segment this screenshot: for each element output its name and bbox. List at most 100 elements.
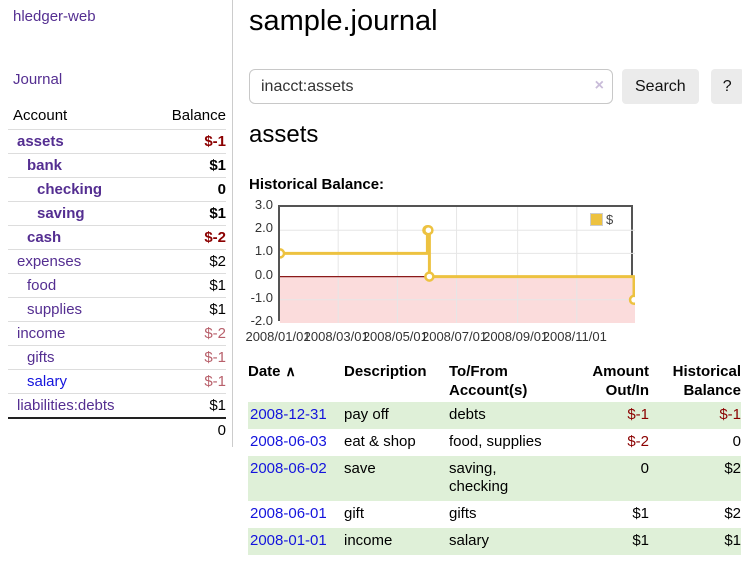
y-axis-tick-label: 2.0 [248, 220, 273, 235]
journal-link[interactable]: Journal [13, 71, 62, 88]
x-axis-tick-label: 2008/03/01 [304, 329, 369, 344]
chart-title: Historical Balance: [249, 176, 384, 193]
account-row: assets $-1 [8, 130, 226, 154]
account-balance: $2 [152, 250, 226, 274]
x-axis-tick-label: 2008/01/01 [245, 329, 310, 344]
account-link[interactable]: salary [8, 373, 67, 390]
legend-series-label: $ [606, 212, 613, 227]
search-input[interactable] [249, 69, 613, 104]
account-link[interactable]: income [8, 325, 65, 342]
account-balance: $-1 [152, 130, 226, 154]
register-row: 2008-06-02savesaving, checking0$2 [248, 456, 741, 501]
transaction-description: pay off [344, 402, 449, 429]
legend-series-swatch [590, 213, 603, 226]
sort-ascending-icon: ∧ [286, 363, 296, 379]
account-link[interactable]: expenses [8, 253, 81, 270]
accounts-header: Account [8, 104, 152, 130]
accounts-total-value: 0 [152, 418, 226, 442]
y-axis-tick-label: -2.0 [248, 313, 273, 328]
accounts-rows: assets$-1bank$1checking0saving$1cash$-2e… [8, 130, 226, 419]
y-axis-tick-label: 3.0 [248, 197, 273, 212]
search-button[interactable]: Search [622, 69, 699, 104]
register-row: 2008-12-31pay offdebts$-1$-1 [248, 402, 741, 429]
account-row: salary $-1 [8, 370, 226, 394]
accounts-total-row: 0 [8, 418, 226, 442]
accounts-balance-table: Account Balance assets$-1bank$1checking0… [8, 104, 226, 442]
account-link[interactable]: assets [8, 133, 64, 150]
account-row: supplies$1 [8, 298, 226, 322]
chart-legend: $ [588, 211, 615, 228]
account-balance: $1 [152, 394, 226, 419]
transaction-balance: $2 [649, 501, 741, 528]
register-row: 2008-01-01incomesalary$1$1 [248, 528, 741, 555]
register-column-header: Description [344, 360, 449, 402]
help-button[interactable]: ? [711, 69, 742, 104]
account-link[interactable]: supplies [8, 301, 82, 318]
y-axis-tick-label: 1.0 [248, 243, 273, 258]
account-row: saving $1 [8, 202, 226, 226]
register-column-header: Historical Balance [649, 360, 741, 402]
account-link[interactable]: liabilities:debts [8, 397, 115, 414]
transaction-accounts: debts [449, 402, 579, 429]
account-balance: 0 [152, 178, 226, 202]
app-title-link[interactable]: hledger-web [13, 8, 96, 25]
account-balance: $-2 [152, 226, 226, 250]
account-link[interactable]: gifts [8, 349, 55, 366]
account-balance: $1 [152, 274, 226, 298]
transaction-date-link[interactable]: 2008-06-01 [250, 505, 327, 522]
transaction-balance: $2 [649, 456, 741, 501]
account-link[interactable]: checking [8, 181, 102, 198]
account-balance: $1 [152, 202, 226, 226]
clear-search-icon[interactable]: × [595, 77, 604, 95]
chart-data-point [424, 226, 432, 234]
chart-data-point [280, 249, 284, 257]
register-rows: 2008-12-31pay offdebts$-1$-12008-06-03ea… [248, 402, 741, 555]
transaction-date-link[interactable]: 2008-06-02 [250, 460, 327, 477]
balance-header: Balance [152, 104, 226, 130]
page-title: sample.journal [249, 3, 438, 39]
x-axis-tick-label: 2008/09/01 [483, 329, 548, 344]
account-row: food $1 [8, 274, 226, 298]
transaction-amount: $-1 [579, 402, 649, 429]
register-row: 2008-06-03 eat & shopfood, supplies$-20 [248, 429, 741, 456]
transaction-description: save [344, 456, 449, 501]
account-balance: $-1 [152, 346, 226, 370]
y-axis-tick-label: -1.0 [248, 290, 273, 305]
transaction-amount: $1 [579, 528, 649, 555]
transaction-description: eat & shop [344, 429, 449, 456]
transaction-date-link[interactable]: 2008-06-03 [250, 433, 327, 450]
transaction-accounts: gifts [449, 501, 579, 528]
transaction-balance: 0 [649, 429, 741, 456]
transaction-amount: $-2 [579, 429, 649, 456]
account-row: gifts $-1 [8, 346, 226, 370]
account-row: bank$1 [8, 154, 226, 178]
chart-plot-area [278, 205, 633, 321]
account-row: income $-2 [8, 322, 226, 346]
account-balance: $-1 [152, 370, 226, 394]
register-column-header[interactable]: Date∧ [248, 360, 344, 402]
historical-balance-chart: 3.0 2.0 1.0 0.0 -1.0 -2.02008/01/012008/03/01… [248, 200, 688, 348]
transaction-accounts: saving, checking [449, 456, 579, 501]
register-column-header: To/From Account(s) [449, 360, 579, 402]
register-header-row: Date∧DescriptionTo/From Account(s)Amount… [248, 360, 741, 402]
transaction-balance: $1 [649, 528, 741, 555]
main-content: sample.journal × Search ? assets Histori… [248, 0, 742, 582]
transaction-date-link[interactable]: 2008-01-01 [250, 532, 327, 549]
register-row: 2008-06-01giftgifts$1$2 [248, 501, 741, 528]
account-link[interactable]: food [8, 277, 56, 294]
account-link[interactable]: cash [8, 229, 61, 246]
y-axis-tick-label: 0.0 [248, 267, 273, 282]
transaction-date-link[interactable]: 2008-12-31 [250, 406, 327, 423]
account-row: expenses $2 [8, 250, 226, 274]
transaction-description: income [344, 528, 449, 555]
sidebar: hledger-web Journal Account Balance asse… [0, 0, 232, 582]
transaction-balance: $-1 [649, 402, 741, 429]
sidebar-divider [232, 0, 233, 447]
account-link[interactable]: saving [8, 205, 85, 222]
transaction-description: gift [344, 501, 449, 528]
chart-data-point [630, 296, 635, 304]
account-link[interactable]: bank [8, 157, 62, 174]
x-axis-tick-label: 2008/05/01 [363, 329, 428, 344]
account-balance: $-2 [152, 322, 226, 346]
transaction-accounts: food, supplies [449, 429, 579, 456]
